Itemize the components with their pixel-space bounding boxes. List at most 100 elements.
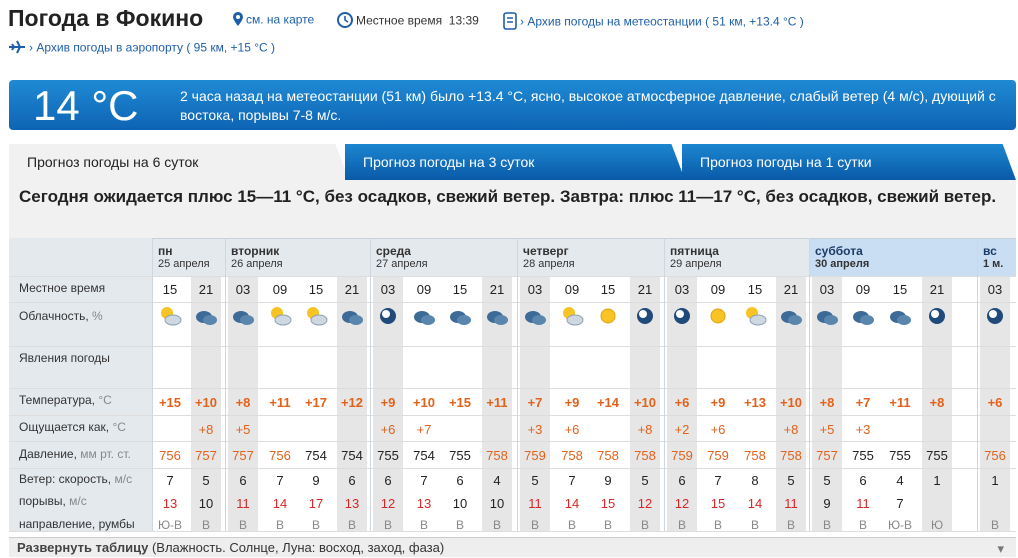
day-name: вс [983, 244, 997, 258]
wind-direction-cell: В [822, 518, 831, 532]
label-clouds-text: Облачность, [19, 309, 89, 323]
cloud-icon [194, 304, 218, 328]
gust-cell: 17 [308, 496, 324, 511]
label-wind-speed-unit: м/с [111, 472, 133, 486]
gust-cell: 12 [674, 496, 690, 511]
row-divider [9, 441, 1016, 442]
wind-speed-cell: 6 [859, 473, 867, 488]
wind-speed-cell: 6 [678, 473, 686, 488]
wind-direction-cell: В [275, 518, 284, 532]
pressure-cell: 757 [816, 448, 838, 463]
label-column [9, 238, 152, 531]
time-cell: 15 [162, 282, 178, 297]
label-gusts: порывы, м/с [19, 494, 87, 508]
pressure-cell: 758 [597, 448, 619, 463]
day-header: среда 27 апреля [370, 238, 517, 276]
current-weather-text: 2 часа назад на метеостанции (51 км) был… [180, 88, 996, 123]
day-divider [370, 238, 371, 531]
time-cell: 21 [489, 282, 505, 297]
time-cell: 21 [783, 282, 799, 297]
cloud-icon [412, 304, 436, 328]
current-weather-banner: 14 °C 2 часа назад на метеостанции (51 к… [9, 80, 1016, 130]
map-link[interactable]: см. на карте [233, 12, 314, 29]
wind-direction-cell: В [990, 518, 999, 532]
tab-3-days[interactable]: Прогноз погоды на 3 суток [345, 144, 685, 180]
time-cell: 15 [308, 282, 324, 297]
pressure-cell: 759 [671, 448, 693, 463]
day-divider [152, 238, 153, 531]
cloud-icon [340, 304, 364, 328]
gust-cell: 11 [784, 496, 798, 511]
label-feels-text: Ощущается как, [19, 420, 110, 434]
time-cell: 09 [416, 282, 432, 297]
forecast-tabs: Прогноз погоды на 6 суток Прогноз погоды… [9, 144, 1016, 180]
gust-cell: 13 [416, 496, 432, 511]
pressure-cell: 754 [413, 448, 435, 463]
time-cell: 03 [235, 282, 251, 297]
label-phenomena-text: Явления погоды [19, 351, 110, 365]
wind-direction-cell: В [713, 518, 722, 532]
pressure-cell: 759 [707, 448, 729, 463]
pressure-cell: 756 [984, 448, 1006, 463]
time-cell: 09 [564, 282, 580, 297]
feels-cell: +5 [235, 422, 251, 437]
time-cell: 21 [637, 282, 653, 297]
forecast-table: пн 25 апреля вторник 26 апреля среда 27 апрел… [9, 238, 1016, 538]
label-phenomena: Явления погоды [19, 351, 110, 365]
time-cell: 09 [855, 282, 871, 297]
temperature-cell: +12 [340, 395, 364, 410]
temperature-cell: +6 [674, 395, 690, 410]
label-time-text: Местное время [19, 281, 106, 295]
expand-table-link[interactable]: Развернуть таблицу [17, 540, 149, 555]
wind-direction-cell: В [419, 518, 428, 532]
moon-icon [376, 304, 400, 328]
day-date: 28 апреля [523, 258, 575, 270]
time-cell: 21 [344, 282, 360, 297]
expand-table-bar[interactable]: Развернуть таблицу (Влажность. Солнце, Л… [9, 537, 1016, 557]
feels-cell: +3 [527, 422, 543, 437]
sun-icon [706, 304, 730, 328]
gust-cell: 12 [380, 496, 396, 511]
wind-speed-cell: 8 [751, 473, 759, 488]
day-divider [977, 238, 978, 531]
time-cell: 03 [380, 282, 396, 297]
airplane-icon [8, 40, 26, 57]
airport-archive-link[interactable]: › Архив погоды в аэропорту ( 95 км, +15 … [8, 40, 275, 57]
pressure-cell: 758 [780, 448, 802, 463]
day-date: 29 апреля [670, 258, 722, 270]
wind-direction-cell: Ю-В [157, 518, 183, 532]
tab-1-day[interactable]: Прогноз погоды на 1 сутки [682, 144, 1016, 180]
wind-direction-cell: В [530, 518, 539, 532]
tab-6-days[interactable]: Прогноз погоды на 6 суток [9, 144, 349, 180]
wind-speed-cell: 4 [493, 473, 501, 488]
label-clouds: Облачность, % [19, 309, 103, 323]
station-archive-link[interactable]: › Архив погоды на метеостанции ( 51 км, … [503, 12, 804, 33]
sun-icon [596, 304, 620, 328]
gust-cell: 13 [162, 496, 178, 511]
expand-table-detail: (Влажность. Солнце, Луна: восход, заход,… [151, 540, 445, 555]
cloud-icon [888, 304, 912, 328]
day-date: 30 апреля [815, 258, 870, 270]
time-cell: 15 [892, 282, 908, 297]
label-pressure-unit: мм рт. ст. [76, 447, 131, 461]
wind-direction-cell: В [858, 518, 867, 532]
day-header: вс 1 м. [977, 238, 1016, 276]
wind-speed-cell: 5 [202, 473, 210, 488]
cloud-icon [523, 304, 547, 328]
wind-direction-cell: Ю-В [887, 518, 913, 532]
wind-direction-cell: Ю [930, 518, 944, 532]
wind-speed-cell: 7 [166, 473, 174, 488]
cloud-icon [231, 304, 255, 328]
pressure-cell: 755 [852, 448, 874, 463]
wind-speed-cell: 1 [991, 473, 999, 488]
temperature-cell: +13 [743, 395, 767, 410]
wind-direction-cell: В [750, 518, 759, 532]
temperature-cell: +11 [486, 395, 508, 410]
label-wind-speed: Ветер: скорость, м/с [19, 472, 132, 486]
day-name: вторник [231, 244, 280, 258]
cloud-icon [448, 304, 472, 328]
cloud-icon [851, 304, 875, 328]
pressure-cell: 759 [524, 448, 546, 463]
cloud-icon [779, 304, 803, 328]
pressure-cell: 758 [744, 448, 766, 463]
